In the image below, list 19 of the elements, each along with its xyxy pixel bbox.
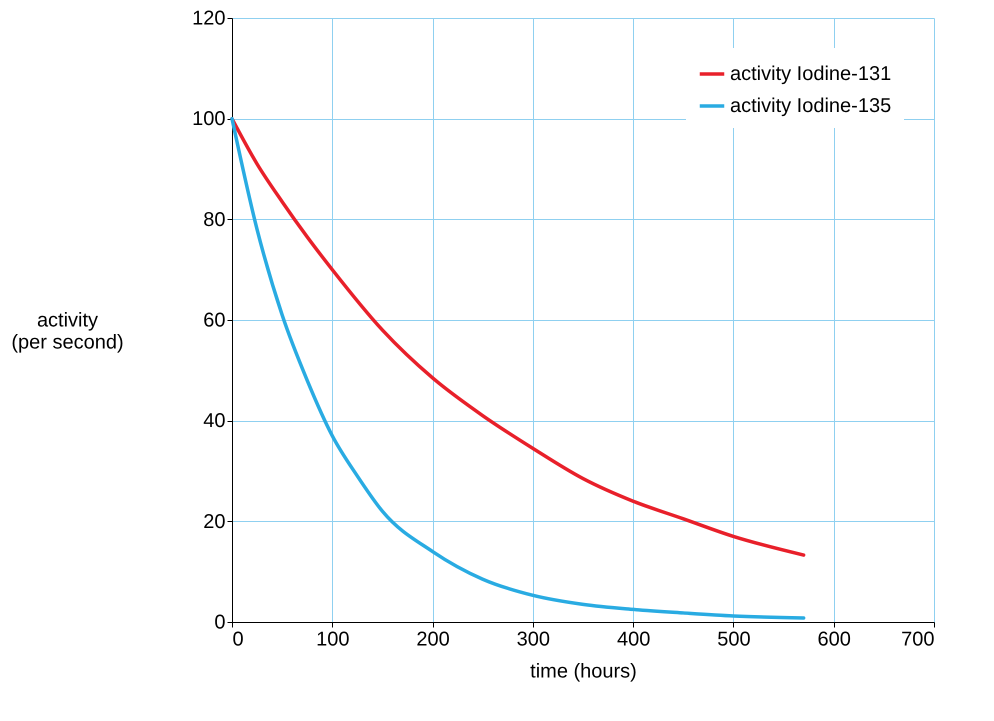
y-tick-label: 60 <box>203 310 226 332</box>
y-axis-title: activity (per second) <box>11 310 124 354</box>
x-tick-label: 200 <box>416 628 450 650</box>
y-tick-label: 120 <box>192 8 226 30</box>
x-tick-label: 0 <box>232 628 244 650</box>
x-tick-label: 100 <box>316 628 350 650</box>
y-tick-label: 100 <box>192 108 226 130</box>
x-tick-label: 300 <box>516 628 550 650</box>
y-tick-label: 80 <box>203 208 226 231</box>
x-tick-label: 400 <box>616 628 650 650</box>
x-tick-label: 500 <box>717 628 751 650</box>
x-tick-label: 600 <box>818 628 851 650</box>
y-tick-label: 40 <box>203 410 226 432</box>
y-tick-label: 20 <box>203 510 226 533</box>
legend-label: activity Iodine-135 <box>730 95 892 117</box>
y-tick-label: 0 <box>214 612 226 634</box>
x-axis-title: time (hours) <box>530 660 637 682</box>
legend-label: activity Iodine-131 <box>730 63 892 85</box>
x-tick-label: 700 <box>901 628 934 650</box>
